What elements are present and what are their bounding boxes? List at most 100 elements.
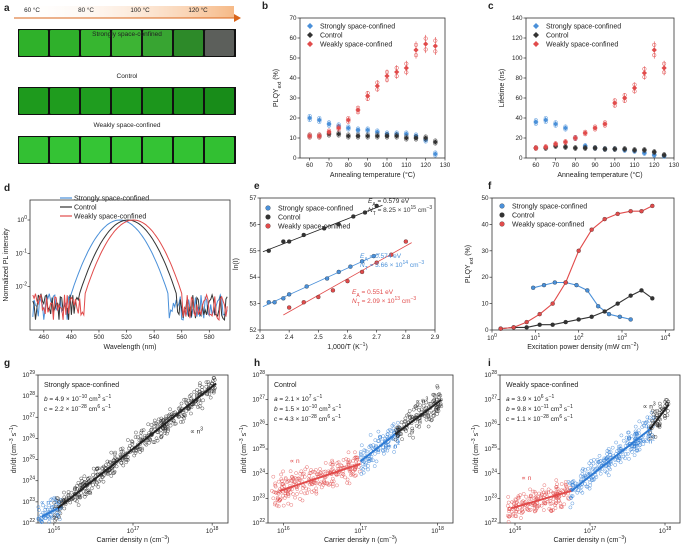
data-point: [604, 470, 609, 475]
data-point: [403, 416, 408, 421]
label-part: 24: [491, 469, 497, 475]
data-point: [646, 434, 651, 439]
data-point: [156, 430, 161, 434]
data-point: [543, 501, 548, 506]
data-point: [43, 516, 48, 521]
data-point: [537, 503, 542, 508]
replicate-point: [433, 38, 438, 43]
data-point: [168, 423, 173, 428]
data-point: [345, 477, 350, 482]
data-point: [637, 431, 641, 436]
label-text: 1025: [252, 444, 265, 453]
data-point: [336, 125, 342, 131]
data-point: [591, 466, 595, 471]
pl-spectrum: [32, 219, 228, 321]
data-point: [507, 514, 512, 519]
data-point: [614, 440, 618, 445]
data-point: [280, 478, 284, 483]
label-part: b: [506, 406, 510, 413]
legend-marker: [265, 214, 271, 220]
label-text: NT = 3.66 × 1014 cm−3: [360, 260, 424, 272]
data-point: [506, 500, 511, 505]
label-part: 3: [624, 333, 627, 339]
data-point: [537, 312, 542, 317]
data-point: [331, 484, 335, 489]
data-point: [341, 458, 346, 462]
data-point: [414, 404, 418, 408]
data-point: [298, 471, 303, 476]
data-point: [605, 455, 610, 460]
data-point: [569, 482, 574, 487]
y-tick-label: 70: [289, 15, 297, 22]
data-point: [593, 473, 598, 477]
data-point: [590, 467, 594, 472]
label-text: 100: [17, 215, 27, 224]
data-point: [562, 144, 569, 150]
data-point: [516, 495, 520, 500]
label-part: 10: [484, 471, 492, 478]
data-point: [295, 492, 299, 496]
data-point: [635, 448, 640, 453]
label-text: Annealing temperature (°C): [557, 171, 642, 179]
panel-letter-d: d: [4, 183, 10, 194]
data-point: [69, 490, 74, 495]
data-point: [363, 462, 368, 467]
label-part: 10: [252, 495, 260, 502]
data-point: [112, 456, 117, 460]
data-point: [654, 413, 659, 418]
data-point: [281, 493, 285, 498]
label-part: A: [364, 257, 368, 263]
data-point: [298, 478, 302, 483]
data-point: [182, 416, 187, 421]
data-point: [403, 419, 408, 424]
data-point: [198, 401, 203, 405]
data-point: [109, 474, 114, 478]
data-point: [529, 497, 534, 501]
data-point: [619, 433, 624, 438]
fit-curve: [533, 281, 631, 320]
data-point: [187, 394, 192, 399]
label-part: 10: [206, 528, 214, 535]
label-text: Excitation power density (mW cm−2): [527, 342, 639, 351]
data-point: [276, 504, 281, 509]
data-point: [410, 428, 415, 433]
label-part: 10: [16, 250, 24, 257]
label-part: −1: [567, 414, 573, 420]
data-point: [197, 389, 202, 394]
data-point: [146, 422, 151, 427]
film-row: Control: [18, 73, 236, 115]
data-point: [390, 423, 395, 428]
x-tick-label: 2.6: [343, 334, 352, 341]
data-point: [627, 456, 631, 461]
data-point: [414, 423, 419, 428]
data-point: [651, 412, 656, 417]
panel-title: Strongly space-confined: [44, 382, 119, 389]
data-point: [595, 461, 600, 466]
label-part: b: [44, 396, 48, 403]
label-part: ∝ n: [643, 404, 653, 411]
label-part: PLQY: [273, 88, 280, 107]
data-point: [618, 460, 623, 465]
data-point: [163, 426, 167, 431]
data-point: [539, 494, 543, 499]
label-part: 17: [361, 526, 367, 532]
y-tick-label: 50: [289, 55, 297, 62]
data-point: [144, 442, 149, 447]
label-part: cm: [87, 406, 97, 413]
label-part: dn/dt (cm: [241, 444, 248, 473]
data-point: [204, 380, 209, 385]
label-part: ): [167, 537, 169, 544]
data-point: [423, 135, 429, 141]
label-part: cm: [416, 207, 426, 214]
data-point: [87, 475, 92, 480]
label-part: 23: [29, 497, 35, 503]
data-point: [359, 443, 364, 448]
data-point: [348, 468, 353, 472]
fit-line: [57, 382, 217, 509]
data-point: [553, 121, 559, 127]
data-point: [595, 458, 600, 462]
data-point: [531, 489, 535, 494]
data-point: [512, 502, 516, 506]
data-point: [396, 426, 400, 430]
